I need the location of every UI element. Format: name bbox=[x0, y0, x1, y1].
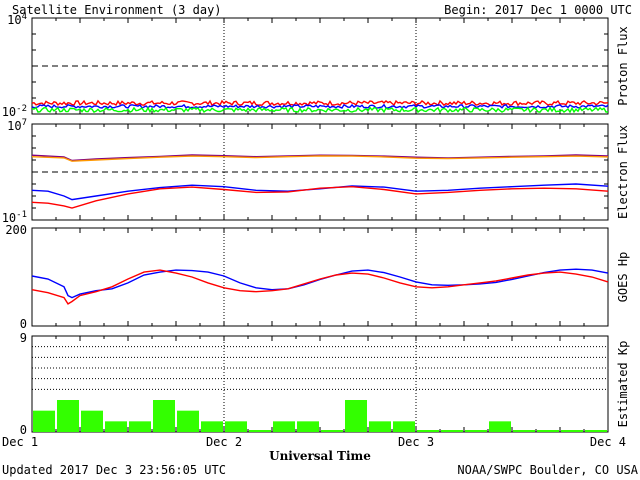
series-line bbox=[31, 183, 609, 201]
y-label-base: 10 bbox=[2, 211, 16, 225]
x-tick-label: Dec 1 bbox=[2, 435, 38, 449]
kp-bar bbox=[225, 421, 247, 432]
y-max-label: 200 bbox=[5, 223, 27, 237]
series-line bbox=[31, 155, 609, 162]
y-label-exponent: -1 bbox=[16, 210, 27, 220]
kp-bar bbox=[201, 421, 223, 432]
kp-bar bbox=[249, 430, 271, 432]
y-min-label: 0 bbox=[20, 423, 27, 437]
y-label-exponent: -2 bbox=[16, 104, 27, 114]
x-axis-label: Universal Time bbox=[269, 449, 371, 463]
kp-bar bbox=[489, 421, 511, 432]
x-tick-label: Dec 3 bbox=[398, 435, 434, 449]
kp-bar bbox=[465, 430, 487, 432]
kp-bar bbox=[105, 421, 127, 432]
kp-bar bbox=[561, 430, 583, 432]
electron-flux-label: Electron Flux bbox=[616, 125, 630, 219]
estimated-kp-label: Estimated Kp bbox=[616, 341, 630, 428]
goes-hp-label: GOES Hp bbox=[616, 252, 630, 303]
y-label-exponent: 7 bbox=[22, 118, 27, 128]
y-label-base: 10 bbox=[2, 105, 16, 119]
kp-bar bbox=[321, 430, 343, 432]
kp-bar bbox=[393, 421, 415, 432]
chart-title: Satellite Environment (3 day) bbox=[12, 3, 222, 17]
kp-bar bbox=[129, 421, 151, 432]
goes-hp-panel: 200 0 GOES Hp bbox=[5, 223, 630, 331]
kp-bar bbox=[273, 421, 295, 432]
x-tick-label: Dec 4 bbox=[590, 435, 626, 449]
y-label-exponent: 4 bbox=[22, 12, 27, 22]
y-min-label: 0 bbox=[20, 317, 27, 331]
kp-bar bbox=[177, 410, 199, 432]
y-label-base: 10 bbox=[7, 119, 21, 133]
series-line bbox=[31, 103, 609, 109]
kp-bar bbox=[57, 400, 79, 432]
updated-time: Updated 2017 Dec 3 23:56:05 UTC bbox=[2, 463, 226, 477]
y-max-label: 107 bbox=[7, 118, 27, 133]
y-min-label: 10-1 bbox=[2, 210, 27, 225]
kp-bar bbox=[153, 400, 175, 432]
kp-bar bbox=[81, 410, 103, 432]
panel-frame bbox=[31, 17, 609, 115]
kp-bar bbox=[297, 421, 319, 432]
series-line bbox=[31, 106, 608, 114]
estimated-kp-panel: 9 0 Estimated Kp bbox=[20, 331, 630, 437]
y-min-label: 10-2 bbox=[2, 104, 27, 119]
panel-frame bbox=[31, 123, 609, 221]
kp-bar bbox=[513, 430, 535, 432]
panel-frame bbox=[31, 335, 609, 433]
kp-bar bbox=[417, 430, 439, 432]
series-line bbox=[31, 99, 609, 107]
y-max-label: 104 bbox=[7, 12, 27, 27]
kp-bar bbox=[537, 430, 559, 432]
series-line bbox=[31, 185, 609, 209]
kp-bar bbox=[441, 430, 463, 432]
proton-flux-label: Proton Flux bbox=[616, 26, 630, 105]
series-line bbox=[31, 154, 609, 162]
x-tick-label: Dec 2 bbox=[206, 435, 242, 449]
kp-bar bbox=[369, 421, 391, 432]
y-label-base: 10 bbox=[7, 13, 21, 27]
kp-bar bbox=[585, 430, 607, 432]
credit-text: NOAA/SWPC Boulder, CO USA bbox=[457, 463, 638, 477]
y-max-label: 9 bbox=[20, 331, 27, 345]
begin-time: Begin: 2017 Dec 1 0000 UTC bbox=[444, 3, 632, 17]
kp-bar bbox=[345, 400, 367, 432]
series-line bbox=[31, 269, 609, 305]
kp-bar bbox=[33, 410, 55, 432]
